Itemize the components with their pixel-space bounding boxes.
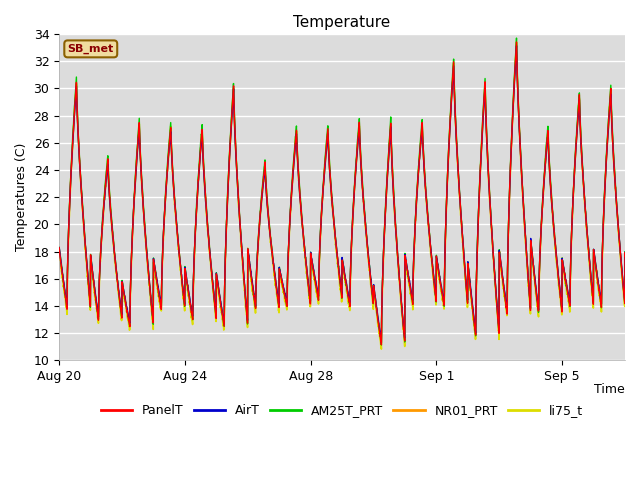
Legend: PanelT, AirT, AM25T_PRT, NR01_PRT, li75_t: PanelT, AirT, AM25T_PRT, NR01_PRT, li75_… — [96, 399, 588, 422]
Text: SB_met: SB_met — [68, 44, 114, 54]
Title: Temperature: Temperature — [294, 15, 390, 30]
Text: Time: Time — [595, 383, 625, 396]
Y-axis label: Temperatures (C): Temperatures (C) — [15, 143, 28, 252]
